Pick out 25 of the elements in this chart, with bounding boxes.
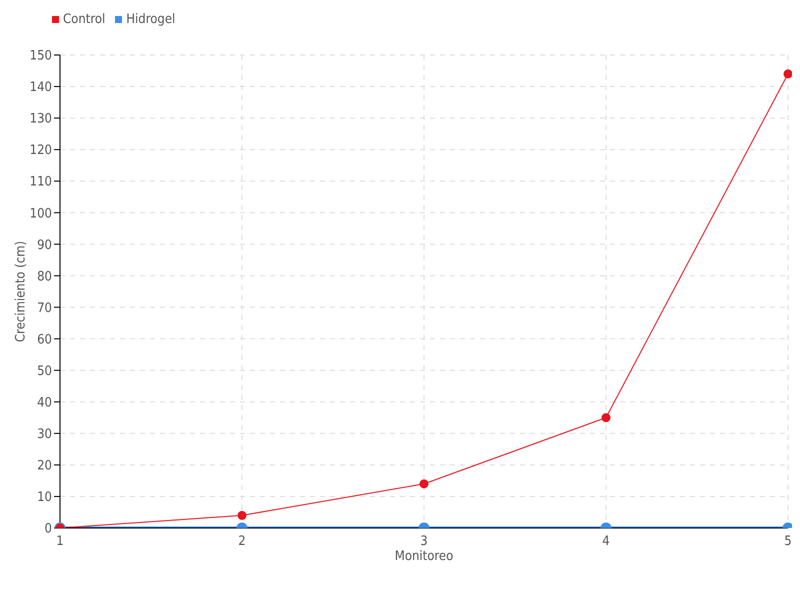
x-tick-label: 5 [784,534,792,550]
y-tick-label: 20 [37,458,52,474]
y-tick-label: 150 [30,48,52,64]
y-tick-label: 100 [30,206,52,222]
y-axis-title: Crecimiento (cm) [14,240,29,342]
x-tick-label: 4 [602,534,610,550]
y-tick-label: 90 [37,238,52,253]
y-tick-label: 80 [37,269,52,284]
y-tick-label: 130 [30,112,52,127]
y-tick-label: 120 [30,143,52,158]
x-tick-label: 2 [238,534,246,550]
y-tick-label: 50 [37,364,52,379]
x-axis-title: Monitoreo [394,549,454,564]
y-tick-label: 40 [37,395,52,410]
y-tick-label: 70 [37,300,52,316]
x-tick-label: 1 [56,534,64,550]
y-tick-label: 140 [30,80,52,96]
x-tick-label: 3 [420,534,428,550]
y-tick-label: 110 [30,174,52,190]
legend-label: Hidrogel [126,12,176,27]
legend-label: Control [63,12,106,27]
y-tick-label: 60 [37,332,52,348]
y-tick-label: 10 [37,490,52,506]
y-tick-label: 30 [37,427,52,442]
y-tick-label: 0 [44,522,52,537]
